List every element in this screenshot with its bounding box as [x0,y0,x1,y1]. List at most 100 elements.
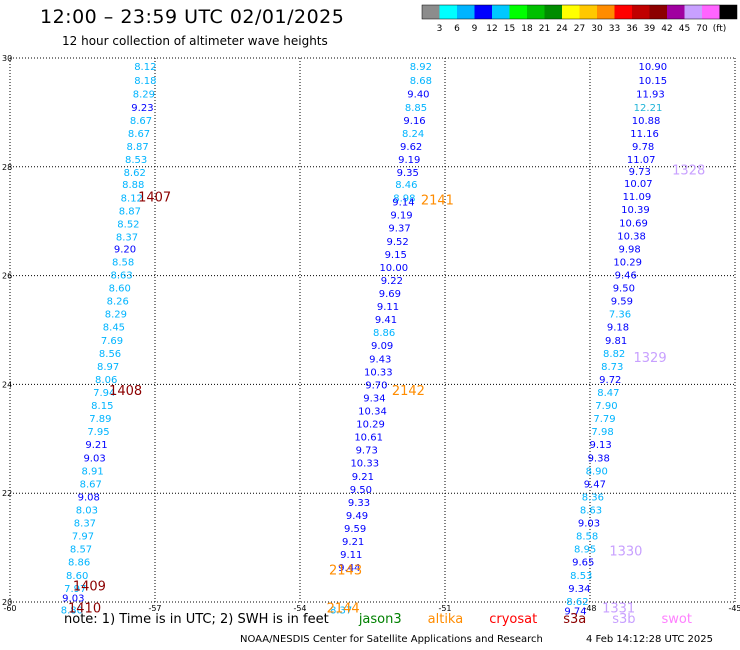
x-tick-label: -51 [438,604,451,613]
swh-value: 10.29 [356,420,385,431]
y-tick-label: 30 [2,54,12,63]
color-swatch [439,5,457,19]
swh-value: 9.37 [388,224,410,235]
swh-value: 9.49 [346,511,368,522]
swh-value: 9.78 [632,142,654,153]
swh-value: 9.09 [371,341,393,352]
swh-value: 8.60 [66,571,88,582]
swh-value: 8.26 [107,297,129,308]
swh-value: 8.29 [133,89,155,100]
swh-value: 10.15 [639,76,668,87]
swh-value: 8.29 [105,310,127,321]
x-tick-label: -54 [293,604,306,613]
swh-value: 9.11 [377,302,399,313]
swh-value: 9.03 [578,519,600,530]
swh-value: 11.93 [636,89,665,100]
swh-value: 8.97 [97,362,119,373]
color-swatch [649,5,667,19]
swh-value: 8.37 [330,606,352,617]
swh-value: 9.62 [400,142,422,153]
swh-value: 10.34 [358,407,387,418]
swh-value: 10.69 [619,218,648,229]
swh-value: 9.18 [607,323,629,334]
swh-value: 11.07 [627,155,656,166]
color-scale-label: 18 [521,24,533,34]
swh-value: 10.07 [624,179,653,190]
swh-value: 8.46 [395,180,417,191]
swh-value: 8.67 [80,479,102,490]
swh-value: 8.12 [121,193,143,204]
color-swatch [597,5,615,19]
color-swatch [614,5,632,19]
mission-jason3: jason3 [358,612,402,627]
swh-value: 8.91 [82,466,104,477]
swh-value: 9.69 [379,289,401,300]
swh-value: 10.29 [613,257,642,268]
swh-value: 8.82 [603,349,625,360]
swh-value: 7.97 [72,532,94,543]
swh-value: 8.87 [126,142,148,153]
swh-value: 7.98 [591,427,613,438]
swh-value: 7.36 [609,310,631,321]
swh-value: 8.24 [402,129,424,140]
y-tick-label: 22 [2,489,12,498]
pass-number-label: 2144 [327,601,360,616]
swh-value: 10.88 [632,116,661,127]
color-swatch [527,5,545,19]
swh-value: 8.53 [125,155,147,166]
swh-value: 9.21 [342,537,364,548]
color-swatch [702,5,720,19]
swh-value: 9.41 [375,315,397,326]
x-tick-label: -60 [3,604,16,613]
swh-value: 8.63 [580,506,602,517]
color-scale-label: 30 [591,24,603,34]
color-swatch [562,5,580,19]
swh-value: 8.80 [61,606,83,617]
swh-value: 8.63 [111,271,133,282]
y-tick-label: 26 [2,272,12,281]
swh-value: 10.00 [379,263,408,274]
swh-value: 9.03 [83,453,105,464]
color-swatch [684,5,702,19]
color-scale-label: 27 [574,24,585,34]
swh-value: 7.69 [101,336,123,347]
color-scale-label: 45 [679,24,690,34]
color-scale-label: 9 [472,24,478,34]
mission-cryosat: cryosat [489,612,538,627]
swh-value: 8.58 [576,532,598,543]
swh-value: 9.16 [403,116,425,127]
color-swatch [492,5,510,19]
swh-value: 9.52 [387,237,409,248]
swh-value: 8.06 [95,375,117,386]
swh-value: 7.95 [87,427,109,438]
swh-value: 9.65 [572,558,594,569]
swh-value: 8.12 [134,62,156,73]
pass-number-label: 1408 [109,384,142,399]
swh-value: 9.03 [62,594,84,605]
swh-value: 8.90 [586,466,608,477]
swh-value: 9.40 [407,89,429,100]
pass-number-label: 1330 [609,544,642,559]
swh-value: 12.21 [634,103,663,114]
swh-value: 9.72 [599,375,621,386]
swh-value: 8.85 [405,103,427,114]
swh-value: 9.74 [564,607,586,618]
swh-value: 10.33 [364,367,393,378]
swh-value: 8.86 [373,328,395,339]
color-swatch [509,5,527,19]
color-scale-label: (ft) [713,24,727,34]
swh-value: 9.21 [85,440,107,451]
swh-value: 7.94 [93,388,115,399]
chart-subtitle: 12 hour collection of altimeter wave hei… [62,34,328,48]
swh-value: 9.34 [363,393,385,404]
chart-title: 12:00 – 23:59 UTC 02/01/2025 [40,6,345,28]
swh-value: 8.95 [574,545,596,556]
swh-value: 9.59 [611,297,633,308]
swh-value: 9.23 [131,103,153,114]
color-swatch [667,5,685,19]
swh-value: 11.09 [623,192,652,203]
swh-value: 9.73 [356,446,378,457]
x-tick-label: -57 [148,604,161,613]
swh-value: 8.18 [134,76,156,87]
swh-value: 8.03 [76,506,98,517]
